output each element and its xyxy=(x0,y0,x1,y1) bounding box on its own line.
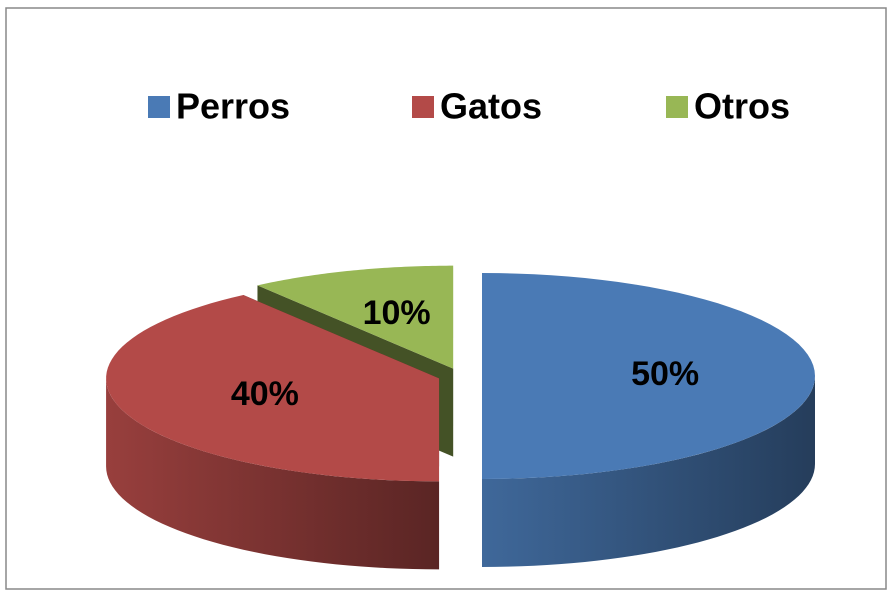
legend-swatch xyxy=(148,96,170,118)
slice-wall xyxy=(482,376,815,567)
data-label: 40% xyxy=(231,375,299,413)
data-label: 10% xyxy=(363,294,431,332)
slice-top xyxy=(257,265,454,369)
legend-label: Perros xyxy=(176,86,290,127)
slice-wall xyxy=(106,378,440,570)
slice-top xyxy=(482,273,815,479)
legend-swatch xyxy=(412,96,434,118)
pie-slice xyxy=(482,273,815,567)
slice-top xyxy=(106,295,440,482)
legend-label: Otros xyxy=(694,86,790,127)
pie-slice xyxy=(106,295,440,570)
legend-label: Gatos xyxy=(440,86,542,127)
legend-swatch xyxy=(666,96,688,118)
data-label: 50% xyxy=(631,355,699,393)
